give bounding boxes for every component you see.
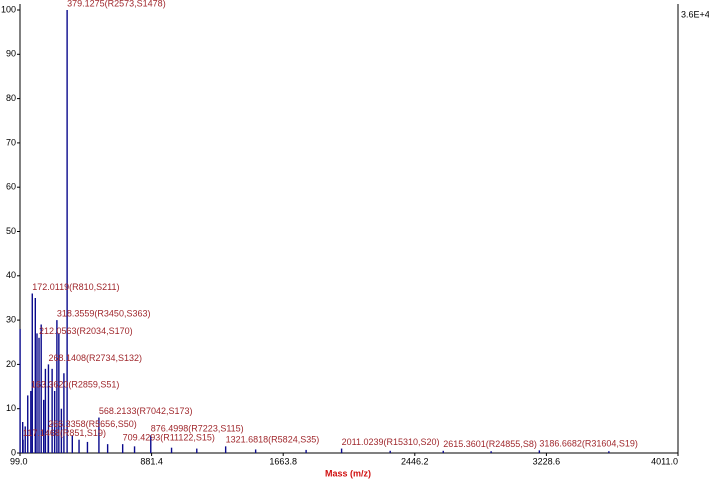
x-tick-label: 2446.2 — [401, 456, 429, 466]
x-tick-label: 3228.6 — [533, 456, 561, 466]
y-tick-label: 0 — [11, 447, 16, 457]
peak-label: 1321.6818(R5824,S35) — [226, 435, 320, 445]
peak-label: 318.3559(R3450,S363) — [57, 308, 151, 318]
peak-label: 212.0563(R2034,S170) — [39, 326, 133, 336]
peak-label: 709.4293(R11122,S15) — [123, 433, 215, 443]
y-tick-label: 100 — [1, 4, 16, 14]
y-tick-label: 60 — [6, 182, 16, 192]
peak-label: 268.1408(R2734,S132) — [48, 353, 142, 363]
x-tick-label: 99.0 — [10, 456, 28, 466]
x-tick-label: 4011.0 — [651, 456, 678, 466]
y-tick-label: 20 — [6, 359, 16, 369]
peak-label: 172.0119(R810,S211) — [32, 282, 119, 292]
peak-label: 3186.6682(R31604,S19) — [539, 439, 638, 449]
y-tick-label: 30 — [6, 314, 16, 324]
y-tick-label: 90 — [6, 49, 16, 59]
peak-label: 163.3620(R2859,S51) — [31, 379, 120, 389]
y-tick-label: 50 — [6, 226, 16, 236]
x-tick-label: 881.4 — [140, 456, 163, 466]
x-tick-label: 1663.8 — [269, 456, 297, 466]
scale-annotation: 3.6E+4 — [681, 9, 709, 19]
y-tick-label: 40 — [6, 270, 16, 280]
peak-label: 568.2133(R7042,S173) — [99, 406, 193, 416]
peak-label: 117.1468(R851,S19) — [23, 428, 106, 438]
y-tick-label: 80 — [6, 93, 16, 103]
peak-label: 379.1275(R2573,S1478) — [67, 0, 166, 8]
peak-label: 876.4998(R7223,S115) — [151, 424, 244, 434]
peak-label: 2011.0239(R15310,S20) — [342, 437, 440, 447]
y-tick-label: 10 — [6, 403, 16, 413]
x-axis-title: Mass (m/z) — [325, 468, 371, 478]
y-tick-label: 70 — [6, 137, 16, 147]
peak-label: 266.3358(R5656,S50) — [48, 419, 137, 429]
peak-label: 2615.3601(R24855,S8) — [443, 439, 537, 449]
